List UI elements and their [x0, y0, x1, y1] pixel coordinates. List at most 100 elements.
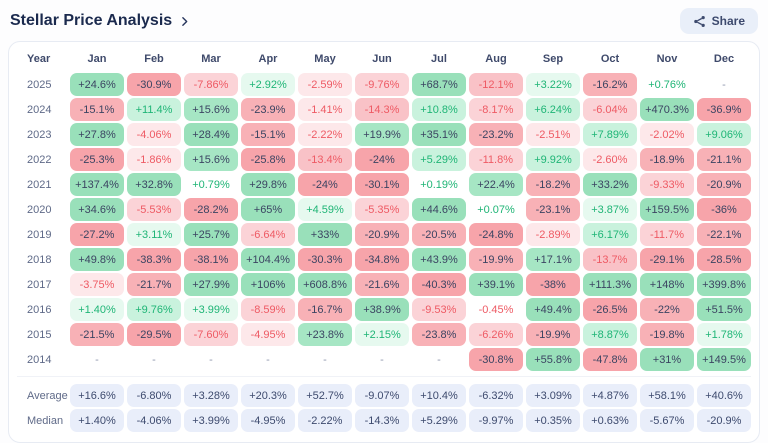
return-cell: -13.4%	[298, 148, 352, 171]
return-cell: -9.33%	[640, 173, 694, 196]
return-cell: +137.4%	[70, 173, 124, 196]
summary-cell: +16.6%	[70, 384, 124, 407]
return-cell: -0.45%	[478, 303, 514, 316]
year-label: 2023	[27, 128, 52, 141]
return-cell: +2.92%	[241, 73, 295, 96]
return-cell: -2.59%	[298, 73, 352, 96]
return-cell: -18.2%	[526, 173, 580, 196]
return-cell: +7.89%	[583, 123, 637, 146]
return-cell: -2.22%	[298, 123, 352, 146]
return-cell: -2.02%	[640, 123, 694, 146]
return-cell: -9.53%	[412, 298, 466, 321]
return-cell: -11.7%	[640, 223, 694, 246]
return-cell: -1.86%	[127, 148, 181, 171]
column-header-year: Year	[27, 53, 51, 65]
return-cell: +4.59%	[298, 198, 352, 221]
return-cell: +106%	[241, 273, 295, 296]
return-cell: -6.04%	[583, 98, 637, 121]
summary-row-median: Median +1.40% -4.06% +3.99% -4.95% -2.22% -14.…	[17, 409, 751, 432]
summary-cell: +40.6%	[697, 384, 751, 407]
summary-cell: +1.40%	[70, 409, 124, 432]
return-cell: +43.9%	[412, 248, 466, 271]
table-row-2023: 2023 +27.8% -4.06% +28.4% -15.1% -2.22% +19.9%…	[17, 123, 751, 146]
table-row-2019: 2019 -27.2% +3.11% +25.7% -6.64% +33% -20.9% -2…	[17, 223, 751, 246]
return-cell: -23.9%	[241, 98, 295, 121]
return-cell: -38.3%	[127, 248, 181, 271]
return-cell: -30.8%	[469, 348, 523, 371]
return-cell: -	[95, 353, 99, 366]
return-cell: -28.5%	[697, 248, 751, 271]
column-header-oct: Oct	[600, 53, 620, 65]
summary-cell: +10.4%	[412, 384, 466, 407]
return-cell: -6.64%	[241, 223, 295, 246]
return-cell: -	[722, 78, 726, 91]
return-cell: -13.7%	[583, 248, 637, 271]
return-cell: +31%	[640, 348, 694, 371]
year-label: 2014	[27, 353, 52, 366]
return-cell: +0.19%	[420, 178, 458, 191]
return-cell: +24.6%	[70, 73, 124, 96]
chevron-right-icon	[178, 15, 191, 28]
return-cell: -30.3%	[298, 248, 352, 271]
table-row-2015: 2015 -21.5% -29.5% -7.60% -4.95% +23.8% +2.15%…	[17, 323, 751, 346]
return-cell: +608.8%	[298, 273, 352, 296]
return-cell: +17.1%	[526, 248, 580, 271]
return-cell: +9.76%	[127, 298, 181, 321]
return-cell: -21.5%	[70, 323, 124, 346]
return-cell: -	[209, 353, 213, 366]
return-cell: +15.6%	[184, 98, 238, 121]
return-cell: +9.92%	[526, 148, 580, 171]
return-cell: -9.76%	[355, 73, 409, 96]
return-cell: +148%	[640, 273, 694, 296]
share-icon	[693, 15, 706, 28]
share-button[interactable]: Share	[679, 8, 758, 34]
return-cell: -30.9%	[127, 73, 181, 96]
return-cell: -5.35%	[355, 198, 409, 221]
table-row-2018: 2018 +49.8% -38.3% -38.1% +104.4% -30.3% -34.8…	[17, 248, 751, 271]
return-cell: +159.5%	[640, 198, 694, 221]
summary-cell: -9.07%	[355, 384, 409, 407]
return-cell: -6.26%	[469, 323, 523, 346]
return-cell: -21.6%	[355, 273, 409, 296]
return-cell: +10.8%	[412, 98, 466, 121]
monthly-returns-table: Year Jan Feb Mar Apr May Jun Jul Aug Sep Oct Nov Dec…	[8, 41, 760, 443]
return-cell: +5.29%	[412, 148, 466, 171]
return-cell: -2.89%	[526, 223, 580, 246]
summary-cell: -4.95%	[241, 409, 295, 432]
return-cell: -23.8%	[412, 323, 466, 346]
column-header-jun: Jun	[372, 53, 392, 65]
return-cell: +29.8%	[241, 173, 295, 196]
column-header-aug: Aug	[485, 53, 507, 65]
return-cell: -5.53%	[127, 198, 181, 221]
table-row-2025: 2025 +24.6% -30.9% -7.86% +2.92% -2.59% -9.76%…	[17, 73, 751, 96]
column-header-jan: Jan	[87, 53, 107, 65]
return-cell: -19.8%	[640, 323, 694, 346]
year-label: 2019	[27, 228, 52, 241]
summary-cell: +58.1%	[640, 384, 694, 407]
return-cell: +19.9%	[355, 123, 409, 146]
return-cell: -34.8%	[355, 248, 409, 271]
return-cell: -7.60%	[184, 323, 238, 346]
return-cell: -	[323, 353, 327, 366]
year-label: 2015	[27, 328, 52, 341]
return-cell: +33.2%	[583, 173, 637, 196]
table-row-2021: 2021 +137.4% +32.8% +0.79% +29.8% -24% -30.1% +…	[17, 173, 751, 196]
return-cell: -19.9%	[469, 248, 523, 271]
return-cell: -8.59%	[241, 298, 295, 321]
share-label: Share	[711, 14, 745, 28]
return-cell: -7.86%	[184, 73, 238, 96]
return-cell: -4.95%	[241, 323, 295, 346]
summary-cell: +3.09%	[526, 384, 580, 407]
return-cell: +9.06%	[697, 123, 751, 146]
return-cell: -19.9%	[526, 323, 580, 346]
title-link[interactable]: Stellar Price Analysis	[10, 12, 191, 30]
return-cell: -38%	[526, 273, 580, 296]
return-cell: +33%	[298, 223, 352, 246]
return-cell: -38.1%	[184, 248, 238, 271]
return-cell: -28.2%	[184, 198, 238, 221]
return-cell: -30.1%	[355, 173, 409, 196]
return-cell: -36%	[697, 198, 751, 221]
return-cell: -29.5%	[127, 323, 181, 346]
return-cell: -24%	[298, 173, 352, 196]
column-header-sep: Sep	[542, 53, 564, 65]
